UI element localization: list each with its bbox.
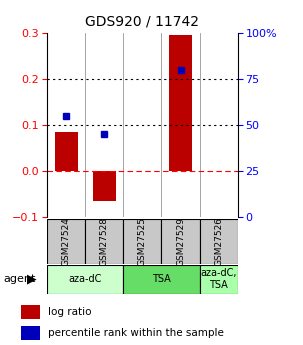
Text: GSM27526: GSM27526 [214, 217, 223, 266]
Bar [21, 305, 40, 319]
Text: agent: agent [3, 274, 35, 284]
Text: GSM27524: GSM27524 [62, 217, 71, 266]
Bar [21, 326, 40, 340]
Bar [47, 265, 123, 294]
Text: percentile rank within the sample: percentile rank within the sample [48, 328, 224, 338]
Title: GDS920 / 11742: GDS920 / 11742 [85, 15, 199, 29]
Bar [161, 219, 200, 264]
Text: GSM27528: GSM27528 [100, 217, 109, 266]
Bar [123, 265, 200, 294]
Bar [47, 219, 85, 264]
Bar [200, 219, 238, 264]
Text: GSM27529: GSM27529 [176, 217, 185, 266]
Text: TSA: TSA [152, 274, 171, 284]
Bar [169, 35, 192, 171]
Text: ▶: ▶ [27, 273, 37, 286]
Text: GSM27525: GSM27525 [138, 217, 147, 266]
Bar [55, 132, 78, 171]
Bar [93, 171, 116, 201]
Text: aza-dC: aza-dC [68, 274, 102, 284]
Bar [85, 219, 123, 264]
Bar [123, 219, 161, 264]
Text: log ratio: log ratio [48, 307, 92, 317]
Text: aza-dC,
TSA: aza-dC, TSA [201, 268, 237, 290]
Bar [200, 265, 238, 294]
